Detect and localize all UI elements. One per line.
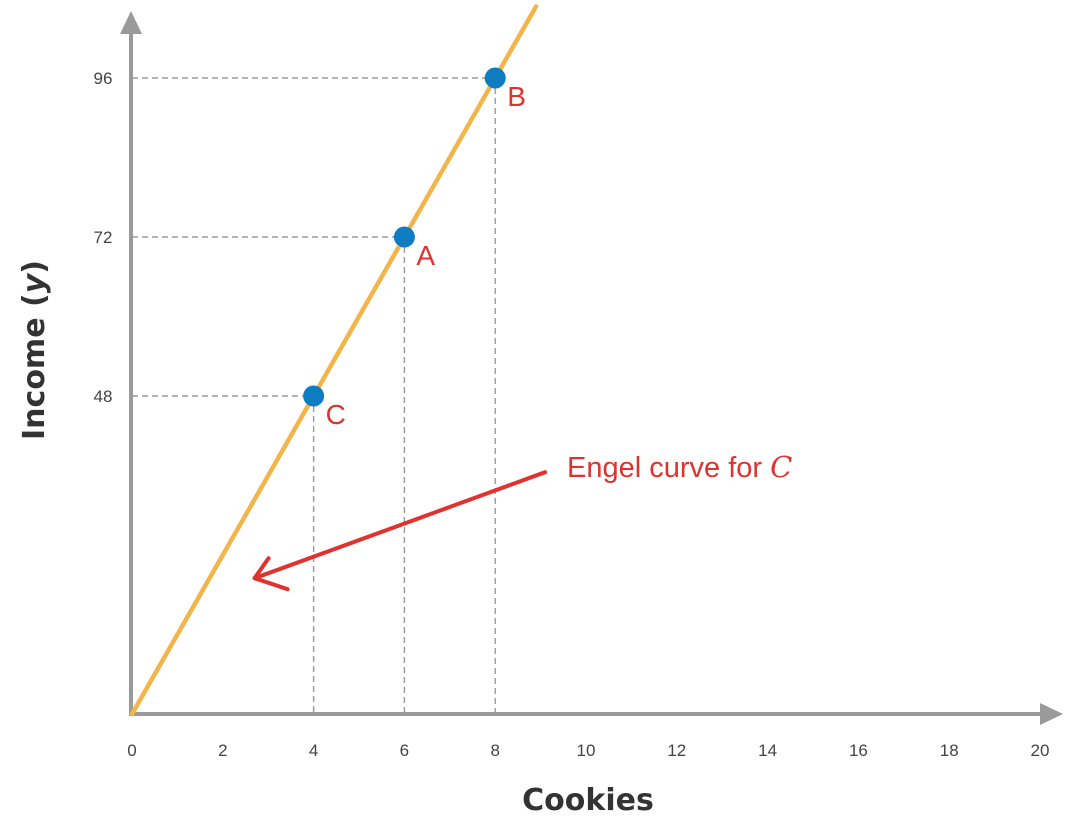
axes — [120, 11, 1063, 725]
x-tick-label: 10 — [577, 741, 596, 760]
y-tick-label: 48 — [94, 387, 113, 406]
x-axis-title: Cookies — [522, 783, 654, 818]
y-axis-arrowhead — [120, 11, 142, 34]
point-c-label: C — [326, 399, 346, 430]
x-tick-label: 16 — [849, 741, 868, 760]
x-tick-label: 0 — [127, 741, 136, 760]
x-tick-label: 18 — [940, 741, 959, 760]
point-c-marker — [303, 385, 325, 407]
y-tick-labels: 48 72 96 — [94, 69, 113, 406]
x-tick-label: 4 — [309, 741, 318, 760]
y-axis-title: Income (y) — [17, 260, 52, 440]
point-a-label: A — [416, 240, 435, 271]
x-tick-label: 14 — [758, 741, 777, 760]
x-tick-label: 20 — [1031, 741, 1050, 760]
annotation-arrowhead — [252, 556, 290, 592]
x-tick-labels: 0 2 4 6 8 10 12 14 16 18 20 — [127, 741, 1049, 760]
data-points: C A B — [303, 67, 526, 430]
annotation-text-main: Engel curve for — [567, 452, 770, 484]
point-b-marker — [484, 67, 506, 89]
series-group — [129, 4, 539, 717]
annotation-arrow-shaft — [252, 470, 548, 581]
y-axis-title-variable: y — [17, 272, 52, 293]
annotation-label: Engel curve for C — [567, 450, 792, 484]
point-a-marker — [393, 226, 415, 248]
x-tick-label: 8 — [490, 741, 499, 760]
y-tick-label: 96 — [94, 69, 113, 88]
x-tick-label: 2 — [218, 741, 227, 760]
x-axis-arrowhead — [1040, 703, 1063, 725]
y-axis-title-suffix: ) — [17, 260, 52, 274]
y-tick-label: 72 — [94, 228, 113, 247]
annotation: Engel curve for C — [252, 450, 792, 592]
point-b-label: B — [507, 81, 526, 112]
annotation-text-variable: C — [770, 450, 792, 484]
x-tick-label: 6 — [400, 741, 409, 760]
guide-lines — [132, 77, 496, 714]
x-tick-label: 12 — [667, 741, 686, 760]
y-axis-title-prefix: Income ( — [17, 293, 52, 440]
engel-curve-line — [129, 4, 539, 717]
